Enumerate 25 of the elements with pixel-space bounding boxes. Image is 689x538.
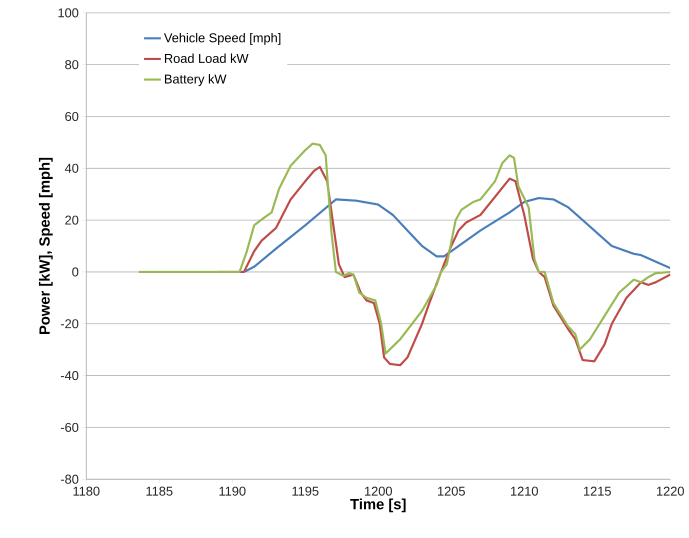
y-tick-label: 20 bbox=[65, 216, 78, 225]
x-axis-title: Time [s] bbox=[350, 498, 406, 513]
x-tick-label: 1180 bbox=[73, 486, 100, 496]
x-tick-label: 1195 bbox=[292, 486, 318, 496]
y-tick-label: 80 bbox=[65, 60, 78, 70]
y-tick-label: -40 bbox=[60, 371, 78, 380]
x-tick-label: 1215 bbox=[584, 486, 611, 496]
x-tick-label: 1210 bbox=[510, 486, 538, 496]
y-tick-label: -20 bbox=[60, 319, 78, 329]
y-tick-label: -80 bbox=[60, 474, 78, 484]
y-tick-label: 40 bbox=[64, 164, 78, 174]
x-tick-label: 1200 bbox=[364, 486, 392, 496]
x-tick-label: 1185 bbox=[146, 486, 172, 496]
y-tick-label: -60 bbox=[60, 423, 78, 432]
y-tick-label: 100 bbox=[58, 8, 78, 18]
legend-label: Vehicle Speed [mph] bbox=[164, 33, 280, 46]
x-tick-label: 1190 bbox=[219, 486, 246, 496]
line-series bbox=[242, 197, 670, 274]
x-tick-label: 1220 bbox=[656, 486, 684, 496]
legend-label: Road Load kW bbox=[164, 54, 248, 64]
legend-label: Battery kW bbox=[164, 74, 226, 86]
y-tick-label: 60 bbox=[65, 112, 78, 122]
x-tick-label: 1205 bbox=[438, 486, 465, 496]
y-tick-label: 0 bbox=[72, 268, 78, 277]
y-axis-title: Power [kW], Speed [mph] bbox=[38, 158, 53, 334]
